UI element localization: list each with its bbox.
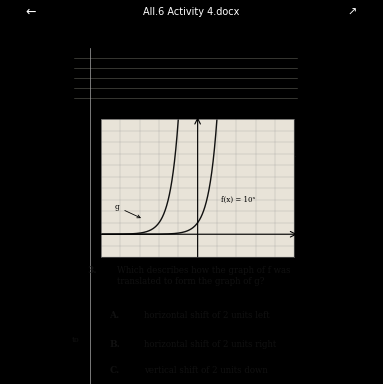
Text: Which describes how the graph of f was
translated to form the graph of g?: Which describes how the graph of f was t… (117, 266, 291, 286)
Text: C.: C. (109, 366, 119, 375)
Text: ←: ← (25, 6, 36, 19)
Text: B.: B. (109, 340, 120, 349)
Text: y: y (197, 105, 202, 113)
Text: to: to (72, 336, 79, 344)
Text: g: g (115, 203, 140, 218)
Text: vertical shift of 2 units down: vertical shift of 2 units down (144, 366, 268, 375)
Text: f(x) = 10ˣ: f(x) = 10ˣ (221, 196, 255, 204)
Text: A.: A. (109, 311, 119, 319)
Text: 3.: 3. (88, 266, 97, 275)
Text: horizontal shift of 2 units left: horizontal shift of 2 units left (144, 311, 270, 319)
Text: horizontal shift of 2 units right: horizontal shift of 2 units right (144, 340, 276, 349)
Text: ↗: ↗ (348, 7, 357, 18)
Text: Use the graphs for questions 3 and 4.: Use the graphs for questions 3 and 4. (101, 119, 290, 127)
Text: All.6 Activity 4.docx: All.6 Activity 4.docx (143, 7, 240, 18)
Text: x: x (304, 230, 309, 238)
Text: The parent graph f(x) = 10ˣ was translated to
form the graph of the function g s: The parent graph f(x) = 10ˣ was translat… (101, 142, 296, 159)
